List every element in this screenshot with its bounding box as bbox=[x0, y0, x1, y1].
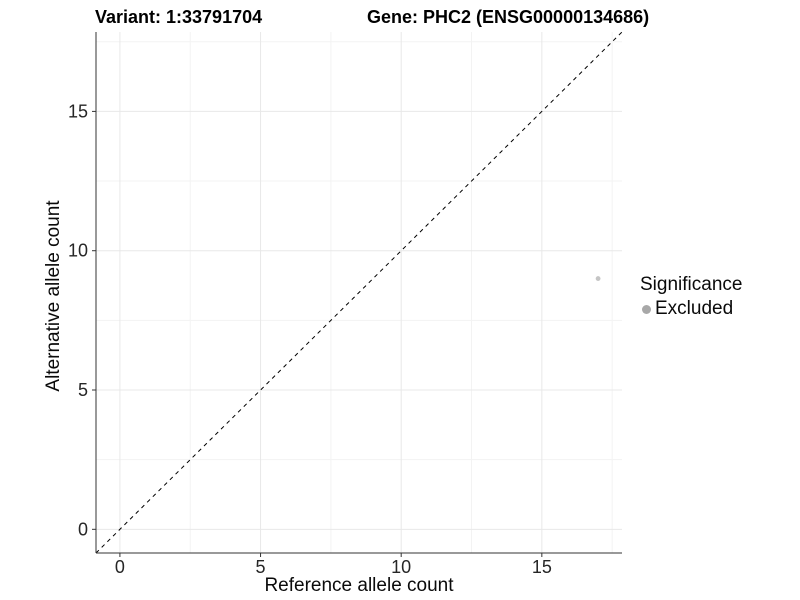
data-point bbox=[595, 276, 601, 281]
legend: Significance Excluded bbox=[640, 274, 742, 320]
y-tick-label: 0 bbox=[78, 519, 88, 539]
x-axis-label: Reference allele count bbox=[264, 575, 454, 596]
legend-item-excluded: Excluded bbox=[640, 298, 742, 320]
x-tick-label: 5 bbox=[256, 557, 266, 577]
plot-title-variant: Variant: 1:33791704 bbox=[95, 7, 263, 27]
y-tick-label: 15 bbox=[68, 101, 88, 121]
x-tick-label: 0 bbox=[115, 557, 125, 577]
legend-title: Significance bbox=[640, 274, 743, 295]
legend-item-label: Excluded bbox=[655, 298, 734, 319]
y-tick-label: 5 bbox=[78, 380, 88, 400]
y-axis-label: Alternative allele count bbox=[43, 200, 64, 392]
x-tick-label: 15 bbox=[532, 557, 552, 577]
identity-dashed-line bbox=[95, 31, 623, 554]
x-tick-label: 10 bbox=[391, 557, 411, 577]
plot-title-gene: Gene: PHC2 (ENSG00000134686) bbox=[367, 7, 650, 27]
legend-point-icon bbox=[642, 304, 651, 314]
y-tick-label: 10 bbox=[68, 241, 88, 261]
